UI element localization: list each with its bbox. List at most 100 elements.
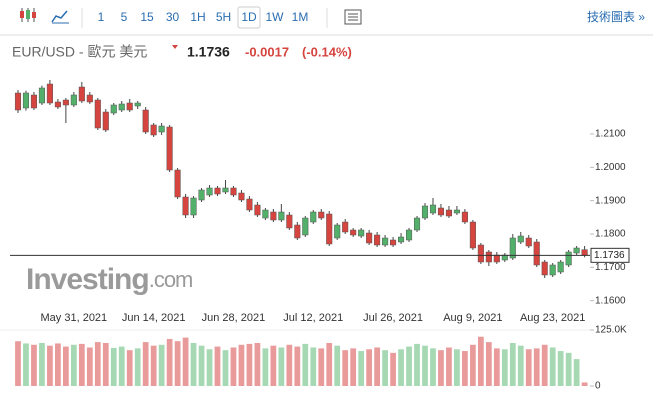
candle-body: [110, 104, 117, 114]
candle-body: [222, 187, 229, 193]
y-tick-label: 1.2100: [595, 129, 626, 140]
candle-body: [533, 241, 540, 266]
candle-body: [429, 204, 437, 214]
candle-body: [126, 102, 133, 111]
volume-bar: [557, 351, 564, 386]
candle-body: [214, 187, 221, 195]
last-price-box: [590, 247, 630, 263]
interval-button[interactable]: 1H: [190, 10, 205, 24]
volume-tick-label: 125.0K: [595, 325, 627, 336]
volume-bar: [246, 343, 253, 386]
candle-body: [350, 229, 357, 236]
volume-bar: [541, 344, 548, 386]
tech-chart-link[interactable]: 技術圖表 »: [587, 10, 645, 24]
volume-bar: [581, 382, 588, 386]
candle-body: [541, 261, 548, 276]
volume-bar: [509, 342, 516, 386]
y-tick-label: 1.1800: [595, 229, 626, 240]
candle-body: [509, 237, 516, 259]
candle-body: [30, 94, 37, 109]
candle-body: [493, 254, 500, 263]
interval-button[interactable]: 30: [166, 10, 180, 24]
volume-bar: [206, 349, 213, 386]
candle-body: [22, 92, 30, 109]
interval-button[interactable]: 1: [98, 10, 105, 24]
volume-bar: [342, 350, 349, 386]
candle-body: [294, 224, 301, 239]
candle-body: [38, 87, 45, 104]
candle-body: [78, 86, 85, 102]
line-icon[interactable]: [51, 10, 69, 24]
volume-bar: [406, 346, 412, 386]
candle-icon[interactable]: [20, 8, 36, 22]
volume-bar: [398, 349, 404, 386]
interval-button[interactable]: 5H: [216, 10, 231, 24]
candle-body: [421, 205, 429, 219]
candle-body: [94, 99, 101, 129]
candle-body: [445, 209, 452, 217]
volume-bar: [118, 346, 125, 386]
candle-body: [342, 221, 349, 233]
volume-bar: [31, 344, 37, 386]
volume-bar: [438, 350, 444, 386]
candle-body: [166, 126, 173, 171]
interval-button[interactable]: 15: [140, 10, 154, 24]
x-tick-label: Jul 26, 2021: [363, 312, 423, 324]
volume-bar: [374, 347, 380, 386]
candle-body: [190, 197, 197, 216]
y-tick-label: 1.1900: [595, 195, 626, 206]
candle-body: [86, 94, 93, 103]
interval-button[interactable]: 1D: [241, 10, 257, 24]
volume-bar: [230, 347, 237, 386]
candle-body: [358, 229, 365, 237]
y-tick-label: 1.1600: [595, 295, 626, 306]
volume-bar: [414, 343, 420, 386]
down-arrow: [172, 45, 178, 49]
interval-selected: [237, 6, 261, 29]
volume-bar: [501, 349, 508, 386]
candle-body: [581, 249, 588, 256]
interval-button[interactable]: 5: [121, 10, 128, 24]
volume-bar: [310, 347, 317, 386]
volume-bar: [390, 352, 396, 386]
interval-button[interactable]: 1M: [292, 10, 309, 24]
x-tick-label: Jun 14, 2021: [122, 312, 186, 324]
candle-body: [461, 211, 468, 223]
interval-button[interactable]: 1W: [266, 10, 285, 24]
price-change: -0.0017: [245, 44, 289, 59]
volume-bar: [278, 347, 285, 386]
last-price-label: 1.1736: [594, 250, 625, 261]
candle-body: [118, 103, 125, 111]
candle-body: [14, 92, 22, 111]
volume-bar: [286, 344, 293, 386]
volume-bar: [238, 344, 245, 386]
table-icon[interactable]: [344, 9, 362, 25]
volume-bar: [126, 350, 133, 386]
candle-body: [70, 94, 77, 106]
last-price: 1.1736: [187, 44, 230, 60]
candle-body: [453, 209, 460, 214]
candle-body: [198, 189, 205, 201]
y-tick-label: 1.1700: [595, 262, 626, 273]
candle-body: [326, 213, 333, 245]
volume-bar: [150, 345, 157, 386]
volume-bar: [254, 342, 261, 386]
volume-tick-label: 0: [595, 381, 601, 392]
candle-body: [382, 237, 389, 246]
volume-bar: [318, 348, 325, 386]
volume-bar: [214, 346, 221, 386]
candle-body: [230, 187, 237, 196]
volume-bar: [182, 337, 189, 386]
candle-body: [286, 214, 293, 229]
x-tick-label: Jun 28, 2021: [202, 312, 266, 324]
volume-bar: [190, 342, 197, 386]
volume-bar: [198, 345, 205, 386]
volume-bar: [573, 359, 580, 386]
volume-bar: [485, 342, 492, 386]
x-tick-label: Aug 9, 2021: [443, 312, 502, 324]
candle-body: [366, 232, 373, 244]
volume-bar: [78, 343, 85, 386]
volume-bar: [294, 346, 301, 386]
candle-body: [246, 198, 253, 211]
